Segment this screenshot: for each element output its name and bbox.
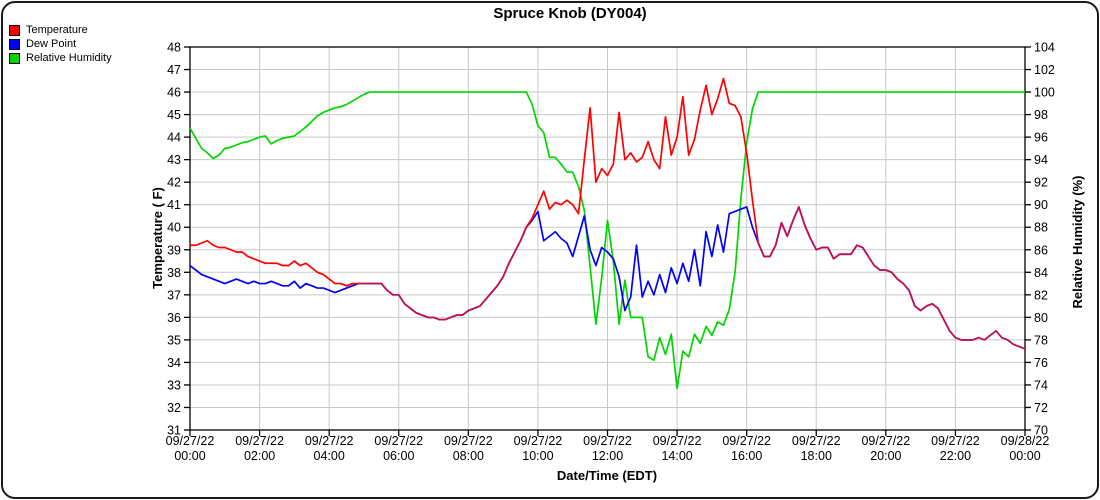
svg-text:82: 82 xyxy=(1034,288,1048,302)
svg-text:33: 33 xyxy=(167,378,181,392)
svg-text:31: 31 xyxy=(167,424,181,438)
gridlines xyxy=(190,47,1025,430)
svg-text:37: 37 xyxy=(167,288,181,302)
svg-text:88: 88 xyxy=(1034,221,1048,235)
svg-text:90: 90 xyxy=(1034,198,1048,212)
dew-point-swatch-icon xyxy=(9,38,20,50)
legend-label-temperature: Temperature xyxy=(26,24,88,36)
svg-text:76: 76 xyxy=(1034,356,1048,370)
relative-humidity-swatch-icon xyxy=(9,52,20,64)
temperature-swatch-icon xyxy=(9,24,20,36)
legend: Temperature Dew Point Relative Humidity xyxy=(9,24,112,64)
svg-text:78: 78 xyxy=(1034,333,1048,347)
svg-text:41: 41 xyxy=(167,198,181,212)
svg-text:35: 35 xyxy=(167,333,181,347)
svg-text:72: 72 xyxy=(1034,401,1048,415)
svg-text:104: 104 xyxy=(1034,41,1055,55)
temperature-line xyxy=(358,226,528,321)
svg-text:47: 47 xyxy=(167,63,181,77)
temperature-line xyxy=(757,206,1026,350)
axis-ticks xyxy=(184,46,1031,436)
svg-text:32: 32 xyxy=(167,401,181,415)
svg-text:98: 98 xyxy=(1034,108,1048,122)
svg-text:102: 102 xyxy=(1034,63,1055,77)
tick-labels: 48 47 46 45 44 43 42 41 40 39 38 37 36 35 34 33 32 31 104 1… xyxy=(166,41,1055,464)
svg-text:42: 42 xyxy=(167,176,181,190)
svg-text:43: 43 xyxy=(167,153,181,167)
svg-text:48: 48 xyxy=(167,41,181,55)
svg-text:80: 80 xyxy=(1034,311,1048,325)
legend-item-temperature: Temperature xyxy=(9,24,112,36)
svg-text:34: 34 xyxy=(167,356,181,370)
humidity-line xyxy=(189,91,1025,390)
svg-text:45: 45 xyxy=(167,108,181,122)
legend-label-dew-point: Dew Point xyxy=(26,38,77,50)
x-axis-title: Date/Time (EDT) xyxy=(556,468,658,483)
chart-title: Spruce Knob (DY004) xyxy=(493,5,647,22)
temperature-line xyxy=(525,77,760,244)
svg-text:74: 74 xyxy=(1034,378,1048,392)
svg-text:40: 40 xyxy=(167,221,181,235)
svg-text:44: 44 xyxy=(167,131,181,145)
svg-text:70: 70 xyxy=(1034,424,1048,438)
svg-text:96: 96 xyxy=(1034,131,1048,145)
legend-label-relative-humidity: Relative Humidity xyxy=(26,52,112,64)
svg-text:36: 36 xyxy=(167,311,181,325)
svg-text:86: 86 xyxy=(1034,243,1048,257)
svg-text:100: 100 xyxy=(1034,86,1055,100)
temperature-line xyxy=(190,239,359,287)
svg-text:38: 38 xyxy=(167,266,181,280)
svg-text:39: 39 xyxy=(167,243,181,257)
svg-text:92: 92 xyxy=(1034,176,1048,190)
legend-item-relative-humidity: Relative Humidity xyxy=(9,52,112,64)
legend-item-dew-point: Dew Point xyxy=(9,38,112,50)
svg-text:84: 84 xyxy=(1034,266,1048,280)
svg-text:94: 94 xyxy=(1034,153,1048,167)
svg-text:46: 46 xyxy=(167,86,181,100)
